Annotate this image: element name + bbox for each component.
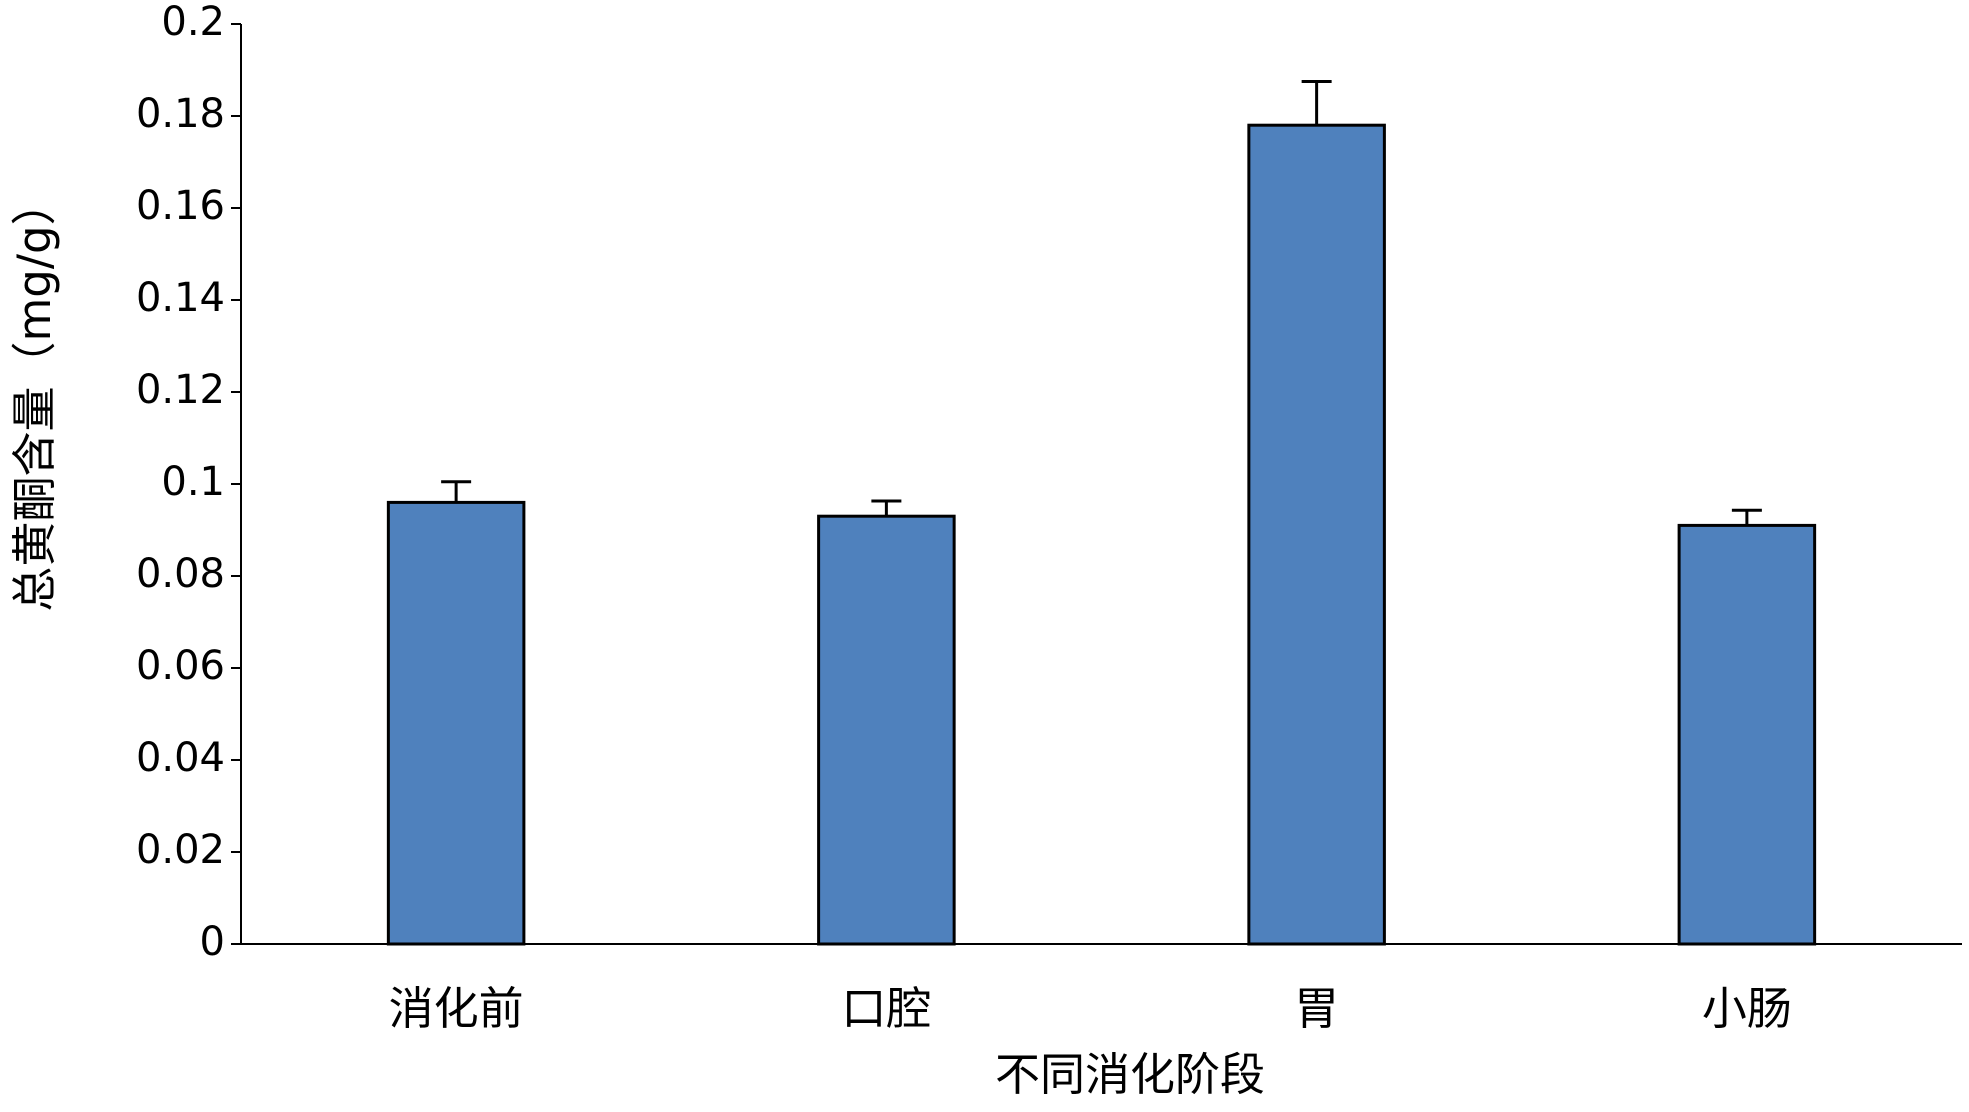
y-tick-label: 0 — [200, 919, 225, 965]
y-tick-label: 0.1 — [161, 459, 225, 505]
bar — [1677, 523, 1817, 946]
x-tick-label: 口腔 — [841, 982, 931, 1035]
bar — [817, 514, 956, 946]
y-tick-label: 0.18 — [136, 91, 225, 137]
y-axis-title: 总黄酮含量（mg/g） — [8, 180, 61, 611]
y-tick-label: 0.14 — [136, 275, 225, 321]
x-tick-label: 小肠 — [1702, 982, 1792, 1035]
y-tick-label: 0.12 — [136, 367, 225, 413]
x-axis-title: 不同消化阶段 — [995, 1048, 1265, 1101]
y-tick-label: 0.06 — [136, 643, 225, 689]
y-tick-label: 0.04 — [136, 735, 225, 781]
bar — [1247, 123, 1386, 946]
error-bar — [871, 499, 902, 517]
y-tick-label: 0.02 — [136, 827, 225, 873]
y-tick-label: 0.16 — [136, 183, 225, 229]
x-tick-label: 胃 — [1294, 982, 1339, 1035]
y-tick-label: 0.08 — [136, 551, 225, 597]
error-bar — [1301, 80, 1332, 126]
bar — [386, 500, 526, 946]
y-tick-label: 0.2 — [161, 0, 225, 45]
error-bar — [441, 480, 472, 503]
error-bar — [1731, 508, 1762, 526]
x-tick-label: 消化前 — [389, 982, 524, 1035]
